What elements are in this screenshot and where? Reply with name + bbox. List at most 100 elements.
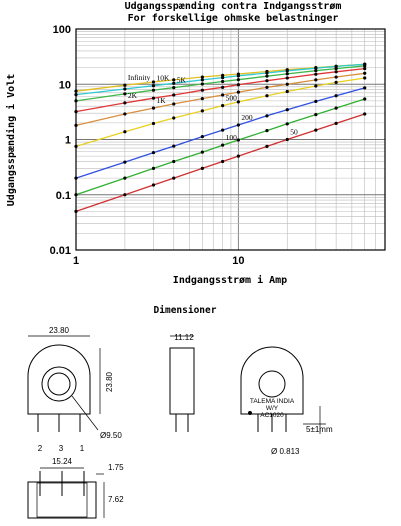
data-point <box>74 176 78 180</box>
data-point <box>123 87 127 91</box>
data-point <box>123 112 127 116</box>
data-point <box>221 75 225 80</box>
series-label: 2K <box>128 91 138 100</box>
y-tick-label: 100 <box>53 24 71 36</box>
data-point <box>334 121 338 125</box>
data-point <box>221 159 225 164</box>
data-point <box>363 97 367 101</box>
series-label: 100 <box>226 133 238 142</box>
data-point <box>236 154 240 158</box>
data-point <box>236 123 240 127</box>
base-height-label: 7.62 <box>108 495 124 504</box>
data-point <box>334 106 338 110</box>
bottom-view <box>27 467 105 519</box>
data-point <box>123 193 127 197</box>
y-axis-label: Udgangsspænding i Volt <box>5 74 17 206</box>
data-point <box>285 76 289 80</box>
data-point <box>285 72 289 76</box>
data-point <box>172 81 176 85</box>
data-point <box>334 80 338 85</box>
data-point <box>285 82 289 86</box>
data-point <box>221 85 225 89</box>
front-view-hole-inner <box>47 372 71 396</box>
data-point <box>221 93 225 97</box>
series-line <box>75 98 365 196</box>
data-point <box>314 78 318 82</box>
data-point <box>172 102 176 106</box>
data-point <box>200 134 204 139</box>
data-point <box>221 79 225 84</box>
x-tick-label: 10 <box>232 255 244 267</box>
data-point <box>314 128 318 132</box>
dimensions-drawing: Dimensioner 23.80 23.80 Ø9.50 2 3 1 11.1… <box>27 305 333 519</box>
data-point <box>123 92 127 96</box>
height-front-label: 23.80 <box>105 371 114 392</box>
pin-gap-label: 5±1mm <box>306 425 333 434</box>
data-point <box>221 73 225 77</box>
series-line <box>75 77 365 148</box>
data-point <box>123 160 127 164</box>
pin-number-label: 3 <box>59 444 64 453</box>
data-point <box>363 66 367 71</box>
data-point <box>314 69 318 73</box>
hole-leader-line <box>71 395 99 431</box>
data-point <box>363 86 367 90</box>
series-label: 1K <box>156 96 166 105</box>
data-point <box>265 85 269 89</box>
series-line <box>75 65 365 102</box>
data-point <box>200 166 204 170</box>
series-line <box>75 87 365 179</box>
tick-labels: 1 10 100 10 1 0.1 0.01 <box>50 24 245 267</box>
data-point <box>221 104 225 108</box>
data-point <box>151 121 156 126</box>
data-point <box>265 128 269 133</box>
data-point <box>74 209 78 213</box>
data-point <box>221 128 225 132</box>
y-tick-label: 10 <box>59 79 71 91</box>
data-point <box>74 123 78 127</box>
data-point <box>265 74 269 78</box>
x-axis-label: Indgangsstrøm i Amp <box>173 274 287 286</box>
data-point <box>334 66 338 71</box>
data-point <box>74 89 78 93</box>
data-point <box>200 150 204 154</box>
marking-line: W/Y <box>266 405 279 412</box>
data-point <box>172 144 176 148</box>
top-offset-label: 1.75 <box>108 463 124 472</box>
data-point <box>314 84 318 88</box>
data-point <box>74 109 78 114</box>
data-point <box>151 88 156 92</box>
dimensions-title: Dimensioner <box>154 305 217 316</box>
series-line <box>75 113 365 213</box>
data-point <box>265 114 269 118</box>
data-point <box>236 90 240 94</box>
back-view-body <box>240 346 304 415</box>
data-point <box>334 94 338 98</box>
data-point <box>285 108 289 112</box>
data-point <box>200 88 204 92</box>
series-line <box>75 72 365 127</box>
series-line <box>75 63 365 96</box>
pin-one-marker <box>248 411 252 415</box>
data-point <box>221 143 225 147</box>
data-point <box>236 83 240 87</box>
data-point <box>265 79 269 83</box>
marking-line: AC1020 <box>260 412 284 419</box>
data-point <box>334 75 338 79</box>
series-label: 200 <box>241 113 253 122</box>
data-point <box>363 76 367 80</box>
data-point <box>363 112 367 116</box>
data-point <box>200 78 204 82</box>
data-point <box>74 92 78 97</box>
data-point <box>151 96 156 100</box>
data-point <box>236 138 240 142</box>
back-view <box>240 346 326 434</box>
plot-frame <box>75 28 386 251</box>
data-point <box>172 176 176 180</box>
data-point <box>314 99 318 103</box>
data-point <box>200 96 204 101</box>
chart-title: Udgangsspænding contra Indgangsstrøm <box>125 0 342 12</box>
data-point <box>285 122 289 126</box>
series-label: Infinity <box>128 73 151 82</box>
data-point <box>200 75 204 79</box>
